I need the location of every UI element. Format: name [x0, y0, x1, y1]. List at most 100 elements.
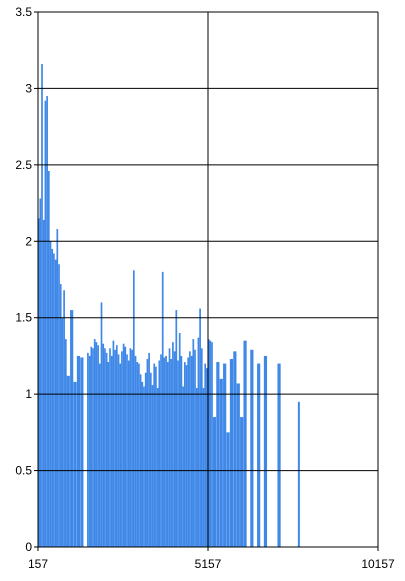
bar: [155, 366, 157, 547]
bars-group: [38, 63, 300, 548]
y-tick-label: 0: [25, 540, 32, 554]
bar: [46, 96, 48, 547]
bar: [143, 386, 145, 547]
bar: [56, 229, 59, 547]
bar: [104, 348, 106, 547]
bar: [148, 352, 150, 547]
bar: [134, 355, 137, 547]
bar: [117, 354, 120, 547]
bar: [47, 170, 50, 547]
bar: [209, 340, 212, 547]
bar: [109, 348, 111, 547]
bar: [129, 348, 132, 547]
bar: [199, 308, 201, 547]
bar: [139, 374, 142, 547]
bar: [166, 362, 169, 547]
bar: [153, 363, 156, 547]
bar: [233, 351, 237, 547]
bar: [127, 360, 130, 547]
bar: [149, 372, 152, 547]
bar: [192, 339, 195, 547]
bar: [183, 362, 186, 547]
bar: [107, 362, 110, 547]
bar: [194, 349, 196, 547]
bar: [88, 355, 91, 547]
x-tick-label: 157: [28, 557, 48, 571]
bar: [138, 363, 140, 547]
bar: [243, 340, 247, 547]
bar: [185, 365, 188, 547]
bar: [61, 317, 64, 547]
bar: [136, 362, 139, 547]
bar: [100, 302, 103, 547]
bar: [119, 363, 122, 547]
bar: [64, 339, 67, 547]
bar: [216, 362, 220, 547]
bar: [197, 337, 200, 547]
bar: [41, 63, 43, 547]
bar: [160, 354, 162, 547]
bar: [146, 358, 149, 547]
bar: [39, 198, 42, 548]
bar: [219, 378, 223, 547]
bar: [38, 218, 40, 548]
bar: [87, 352, 89, 547]
bar: [200, 348, 203, 547]
bar: [161, 271, 164, 547]
bar: [236, 383, 240, 547]
bar: [250, 349, 254, 547]
bar: [263, 355, 268, 547]
bar: [240, 417, 244, 547]
bar: [189, 351, 191, 547]
bar: [229, 358, 234, 547]
bar: [92, 348, 94, 547]
bar: [121, 351, 123, 547]
bar: [206, 368, 208, 547]
bar: [170, 358, 173, 547]
y-tick-label: 2.5: [15, 158, 32, 172]
bar: [53, 253, 55, 547]
bar: [132, 270, 135, 547]
x-tick-label: 10157: [361, 557, 395, 571]
bar: [114, 349, 116, 547]
bar: [98, 363, 101, 547]
bar: [63, 290, 65, 547]
bar: [80, 357, 84, 547]
bar: [180, 355, 183, 547]
y-tick-label: 3: [25, 81, 32, 95]
bar: [51, 248, 54, 547]
bar: [112, 340, 115, 547]
bar: [297, 401, 300, 547]
bar: [59, 284, 62, 547]
bar: [212, 417, 217, 547]
y-tick-label: 3.5: [15, 5, 32, 19]
bar: [158, 360, 161, 547]
bar: [42, 219, 45, 547]
bar: [257, 363, 261, 547]
y-tick-label: 0.5: [15, 464, 32, 478]
bar: [70, 310, 74, 547]
bar: [156, 388, 159, 547]
bar: [172, 342, 174, 547]
bar: [175, 310, 178, 547]
bar: [165, 355, 167, 547]
bar: [126, 354, 128, 547]
bar: [187, 357, 190, 547]
y-tick-label: 1: [25, 387, 32, 401]
bar: [163, 357, 166, 547]
bar: [190, 355, 193, 547]
bar: [277, 363, 281, 547]
bar: [131, 349, 133, 547]
bar: [144, 372, 147, 547]
bar: [73, 381, 77, 547]
bar: [95, 342, 98, 547]
bar: [44, 100, 47, 547]
y-tick-label: 2: [25, 234, 32, 248]
bar: [173, 351, 176, 547]
bar: [223, 363, 227, 547]
bar: [110, 355, 113, 547]
bar: [54, 259, 57, 547]
bar: [115, 345, 118, 547]
bar: [66, 375, 70, 547]
